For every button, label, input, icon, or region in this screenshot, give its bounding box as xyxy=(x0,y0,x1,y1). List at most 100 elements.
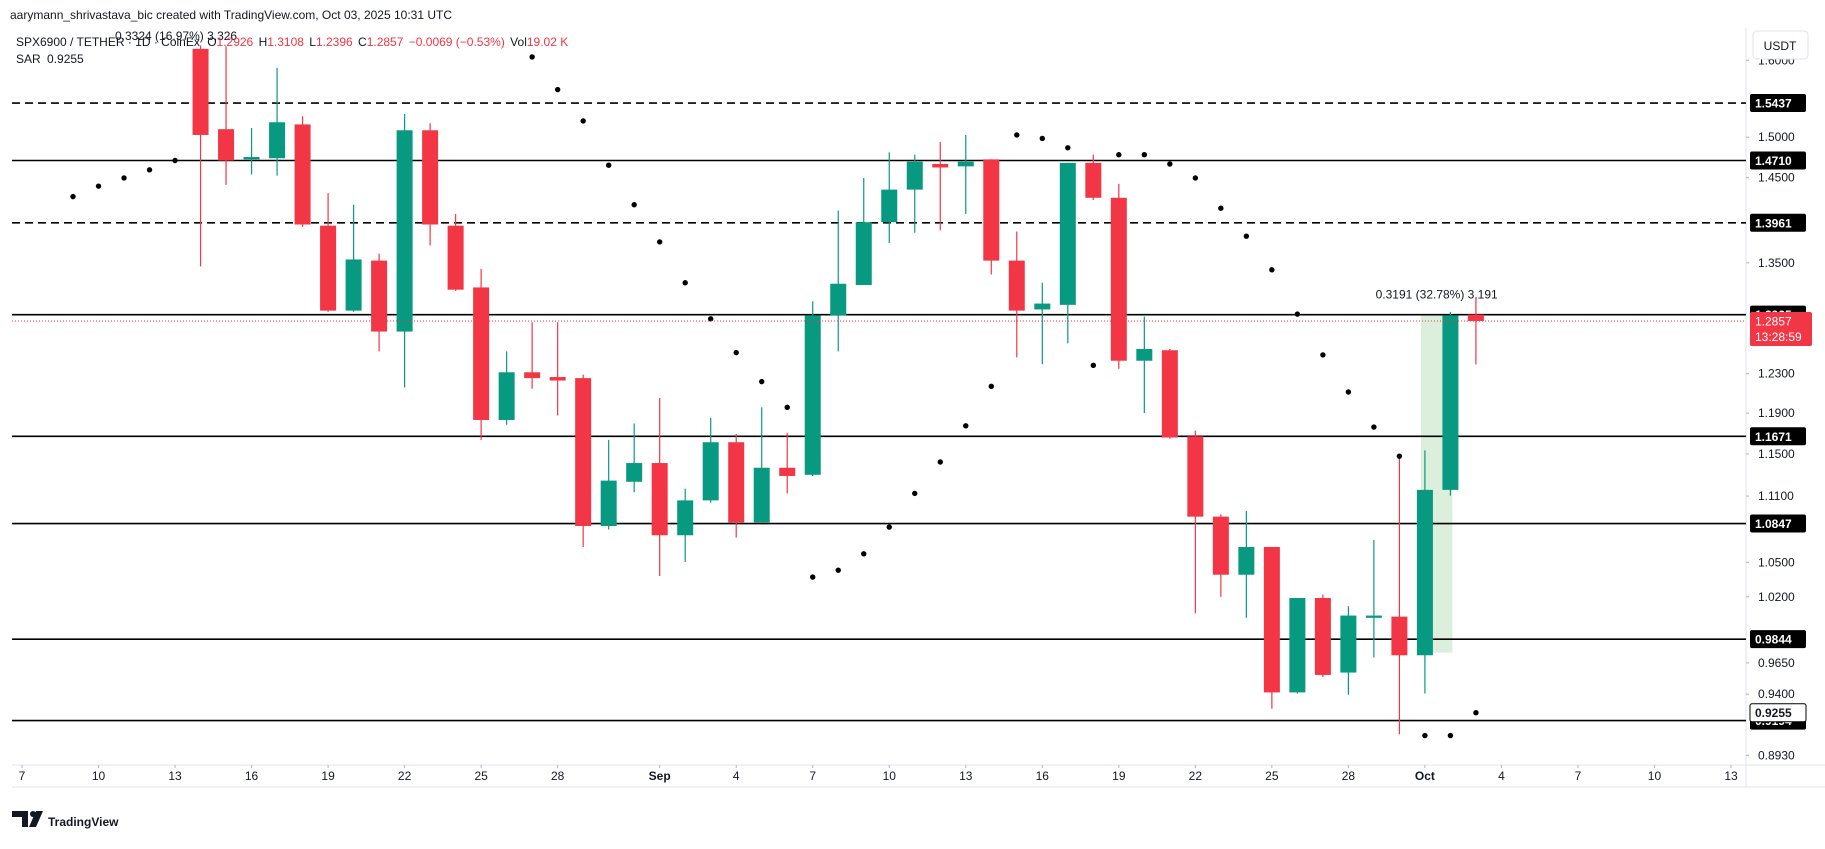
candle-body xyxy=(1136,349,1153,361)
y-tick-label: 0.8930 xyxy=(1758,748,1795,762)
candle-body xyxy=(1212,516,1229,575)
level-label-box xyxy=(1750,213,1806,232)
x-tick-label: 19 xyxy=(1112,769,1126,783)
sar-dot xyxy=(1090,362,1097,369)
legend-close: 1.2857 xyxy=(367,35,404,49)
candle-body xyxy=(1085,162,1102,198)
y-tick-label: 1.0200 xyxy=(1758,590,1795,604)
indicator-value: 0.9255 xyxy=(47,52,84,66)
legend-line: SPX6900 / TETHER · 1D · CoinEx O1.2926 H… xyxy=(16,35,568,49)
level-label-box xyxy=(1750,94,1806,113)
candle-body xyxy=(524,372,541,379)
candle-body xyxy=(1110,197,1127,361)
candle-body xyxy=(1416,489,1433,656)
last-price-label: 1.2857 xyxy=(1755,314,1792,328)
legend-key: O xyxy=(207,35,216,49)
sar-dot xyxy=(1218,205,1224,211)
legend-high: 1.3108 xyxy=(267,35,304,49)
candle-body xyxy=(1034,303,1051,310)
level-label: 1.0847 xyxy=(1755,517,1792,531)
candle-body xyxy=(345,259,362,311)
level-label-box xyxy=(1750,427,1806,446)
y-tick-label: 1.1100 xyxy=(1758,489,1794,503)
currency-button[interactable]: USDT xyxy=(1752,30,1809,60)
candle-body xyxy=(600,480,617,526)
sar-dot xyxy=(708,316,714,322)
level-label: 1.5437 xyxy=(1755,97,1792,111)
x-tick-label: 16 xyxy=(245,769,259,783)
candle-body xyxy=(957,161,974,167)
sar-dot xyxy=(121,175,127,181)
candle-body xyxy=(855,222,872,285)
legend-low: 1.2396 xyxy=(316,35,353,49)
level-label: 1.1671 xyxy=(1755,430,1792,444)
x-tick-label: 10 xyxy=(1648,769,1662,783)
sar-dot xyxy=(656,239,663,245)
y-tick-label: 1.1500 xyxy=(1758,447,1795,461)
legend-key: H xyxy=(259,35,268,49)
brand-name[interactable]: TradingView xyxy=(48,815,119,829)
x-tick-label: 10 xyxy=(92,769,106,783)
candle-body xyxy=(1059,162,1076,305)
sar-dot xyxy=(146,167,153,173)
x-tick-label: 13 xyxy=(959,769,973,783)
header-credit: aarymann_shrivastava_bic created with Tr… xyxy=(10,8,452,22)
sar-dot xyxy=(1065,145,1071,151)
x-tick-label: 7 xyxy=(19,769,26,783)
price-axis: 1.60001.50001.45001.35001.23001.19001.15… xyxy=(1746,53,1812,762)
sar-dot xyxy=(605,162,612,168)
sar-dot xyxy=(886,524,892,530)
y-tick-label: 1.2300 xyxy=(1758,367,1795,381)
x-tick-label: 22 xyxy=(398,769,412,783)
sar-dot xyxy=(1014,132,1020,138)
candle-body xyxy=(294,124,311,225)
candle-body xyxy=(728,442,745,523)
indicator-name: SAR xyxy=(16,52,41,66)
x-tick-label: 25 xyxy=(474,769,488,783)
overlay-label: 0.3324 (16.97%) 3,326 xyxy=(115,29,237,43)
sar-dot xyxy=(912,490,918,497)
y-tick-label: 1.1900 xyxy=(1758,406,1795,420)
sar-dot xyxy=(810,574,816,580)
y-tick-label: 1.0500 xyxy=(1758,555,1795,569)
sar-dot xyxy=(172,157,178,164)
x-tick-label: 22 xyxy=(1189,769,1203,783)
sar-dot xyxy=(631,202,637,208)
candle-body xyxy=(320,225,337,311)
legend-volume: 19.02 K xyxy=(527,35,568,49)
candle-body xyxy=(1314,598,1331,675)
y-tick-label: 1.5000 xyxy=(1758,130,1795,144)
candle-body xyxy=(753,467,770,523)
candle-body xyxy=(269,122,286,159)
candle-body xyxy=(396,130,413,332)
x-tick-label: 16 xyxy=(1036,769,1050,783)
x-tick-label: 19 xyxy=(321,769,335,783)
candle-body xyxy=(779,467,796,476)
sar-dot xyxy=(1294,311,1301,317)
sar-dot xyxy=(1320,352,1326,358)
candle-body xyxy=(1442,315,1459,490)
x-tick-label: 25 xyxy=(1265,769,1279,783)
y-tick-label: 1.3500 xyxy=(1758,256,1795,270)
legend-key: C xyxy=(358,35,367,49)
indicator-legend: SAR 0.9255 xyxy=(16,52,84,66)
currency-button-label[interactable]: USDT xyxy=(1764,39,1797,53)
symbol-title: SPX6900 / TETHER · 1D · CoinEx xyxy=(16,35,200,49)
candle-body xyxy=(1289,598,1306,693)
level-label: 1.3961 xyxy=(1755,216,1792,230)
brand-logo[interactable]: TradingView xyxy=(12,811,119,829)
x-tick-label: 13 xyxy=(1724,769,1738,783)
sar-dot xyxy=(1192,175,1199,181)
sar-dot xyxy=(937,459,943,465)
candle-body xyxy=(447,225,464,290)
currency-button-box[interactable] xyxy=(1752,30,1809,60)
sar-dot xyxy=(682,280,688,286)
candle-body xyxy=(626,463,643,482)
sar-dot xyxy=(1447,732,1454,739)
sar-dot xyxy=(1116,151,1122,158)
sar-dot xyxy=(759,378,765,385)
candle-body xyxy=(371,260,388,332)
legend-volume-key: Vol xyxy=(510,35,527,49)
x-tick-label: 7 xyxy=(809,769,816,783)
candle-body xyxy=(575,378,592,526)
